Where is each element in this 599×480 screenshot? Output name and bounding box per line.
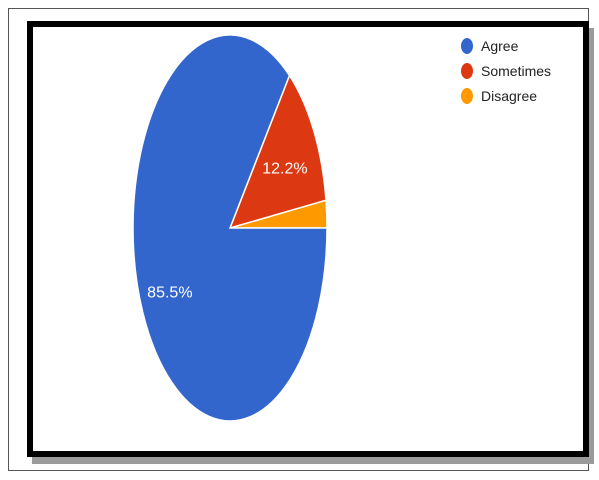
slice-label-agree: 85.5% xyxy=(147,284,192,301)
legend-label-agree: Agree xyxy=(481,38,519,54)
legend-marker-sometimes xyxy=(461,63,473,79)
legend-item-disagree: Disagree xyxy=(461,88,537,104)
legend-label-sometimes: Sometimes xyxy=(481,63,551,79)
legend-item-agree: Agree xyxy=(461,38,519,54)
legend-marker-agree xyxy=(461,38,473,54)
slice-label-sometimes: 12.2% xyxy=(262,161,307,178)
legend-item-sometimes: Sometimes xyxy=(461,63,551,79)
legend: Agree Sometimes Disagree xyxy=(461,38,551,104)
pie-chart: 12.2% 85.5% Agree Sometimes Disagree xyxy=(132,34,551,422)
legend-marker-disagree xyxy=(461,88,473,104)
slice-labels: 12.2% 85.5% xyxy=(147,161,307,302)
pie-slice-sometimes xyxy=(228,73,327,230)
pie-slices xyxy=(132,34,328,422)
legend-label-disagree: Disagree xyxy=(481,88,537,104)
chart-container: 12.2% 85.5% Agree Sometimes Disagree xyxy=(27,21,589,457)
pie-slice-agree xyxy=(132,34,328,422)
